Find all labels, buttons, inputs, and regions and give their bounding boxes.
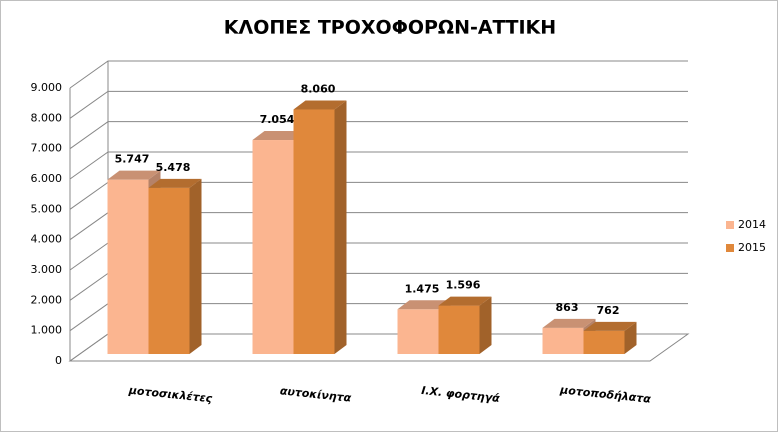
legend-swatch <box>726 244 734 252</box>
legend-swatch <box>726 221 734 229</box>
value-label: 5.478 <box>156 161 191 174</box>
grid-line <box>69 60 688 89</box>
y-tick-label: 9.000 <box>31 81 63 94</box>
grid-line <box>69 90 688 119</box>
y-tick-label: 2.000 <box>31 293 63 306</box>
value-label: 5.747 <box>115 153 150 166</box>
value-label: 1.596 <box>446 279 481 292</box>
y-tick-label: 5.000 <box>31 202 63 215</box>
bar-top <box>583 321 637 331</box>
legend-label: 2014 <box>738 218 766 231</box>
bar-side <box>189 178 202 354</box>
value-label: 863 <box>556 301 579 314</box>
bar <box>438 305 480 354</box>
bar-top <box>148 178 202 188</box>
bar <box>252 140 294 354</box>
bar-top <box>542 318 596 328</box>
grid-line <box>69 121 688 150</box>
bar-side <box>334 100 347 354</box>
bar-top <box>293 100 347 110</box>
bar <box>397 309 439 354</box>
y-tick-label: 4.000 <box>31 233 63 246</box>
value-label: 7.054 <box>260 113 295 126</box>
bar <box>148 187 190 354</box>
bar-side <box>624 321 637 354</box>
y-tick-label: 0 <box>55 354 62 367</box>
chart-title: ΚΛΟΠΕΣ ΤΡΟΧΟΦΟΡΩΝ-ΑΤΤΙΚΗ <box>224 17 556 39</box>
bar <box>107 179 149 354</box>
value-label: 1.475 <box>405 282 440 295</box>
value-label: 8.060 <box>301 83 336 96</box>
bar-top <box>107 170 161 180</box>
bar-top <box>252 131 306 141</box>
bar-side <box>479 296 492 354</box>
y-tick-label: 3.000 <box>31 263 63 276</box>
y-tick-label: 7.000 <box>31 142 63 155</box>
legend-label: 2015 <box>738 241 766 254</box>
y-tick-label: 1.000 <box>31 324 63 337</box>
y-tick-label: 8.000 <box>31 111 63 124</box>
bar <box>542 327 584 354</box>
bar <box>293 109 335 354</box>
bar-top <box>397 300 451 310</box>
bar-top <box>438 296 492 306</box>
value-label: 762 <box>597 304 620 317</box>
grid-line <box>69 151 688 180</box>
bar <box>583 330 625 354</box>
y-tick-label: 6.000 <box>31 172 63 185</box>
